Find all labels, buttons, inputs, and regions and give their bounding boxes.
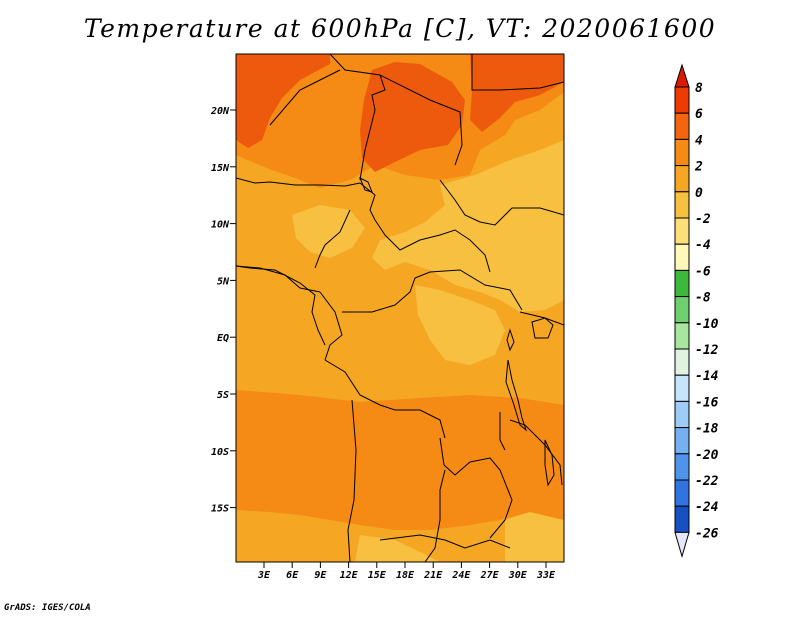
colorbar-segment: [674, 322, 690, 350]
lon-label: 21E: [423, 570, 443, 581]
map-title: Temperature at 600hPa [C], VT: 202006160…: [83, 14, 717, 43]
colorbar-top-arrow: [674, 63, 690, 88]
colorbar-segment: [674, 453, 690, 481]
lake-chad: [359, 176, 373, 193]
colorbar-label: -8: [695, 291, 711, 306]
border-line: [439, 437, 513, 539]
colorbar-segment: [674, 191, 690, 219]
colorbar-label: -26: [695, 526, 719, 541]
colorbar-label: -12: [695, 343, 719, 358]
colorbar-segment: [674, 86, 690, 114]
lon-label: 6E: [286, 570, 299, 581]
lon-label: 30E: [508, 570, 528, 581]
lat-label: 15S: [211, 504, 229, 515]
border-line: [379, 534, 511, 549]
colorbar-segment: [674, 217, 690, 245]
border-line: [424, 469, 446, 562]
colorbar-segment: [674, 296, 690, 324]
lat-label: 20N: [210, 106, 230, 117]
country-borders: [236, 54, 564, 562]
colorbar-label: -20: [695, 448, 719, 463]
field-hot-northeast: [470, 54, 564, 132]
field-cool-congo: [415, 285, 505, 365]
latitude-axis: 20N 15N 10N 5N EQ 5S 10S 15S: [210, 106, 236, 515]
colorbar-segment: [674, 505, 690, 533]
colorbar-label: -2: [695, 212, 711, 227]
lat-label: 10N: [211, 220, 230, 231]
colorbar-label: -4: [695, 238, 711, 253]
lake-tanganyika: [505, 359, 528, 432]
lake-malawi: [544, 439, 555, 487]
field-cool-south: [355, 535, 440, 562]
lon-label: 12E: [340, 570, 359, 581]
colorbar-label: -22: [695, 474, 719, 489]
colorbar-label: -16: [695, 395, 719, 410]
border-line: [471, 54, 564, 91]
border-line: [379, 74, 463, 166]
colorbar-label: 2: [694, 160, 703, 175]
colorbar-segment: [674, 427, 690, 455]
border-line: [329, 54, 386, 181]
border-line: [347, 399, 357, 562]
colorbar-label: -18: [695, 422, 719, 437]
lon-label: 9E: [314, 570, 327, 581]
field-warm-south: [236, 390, 564, 530]
colorbar-label: -14: [695, 369, 719, 384]
colorbar-label: 0: [695, 186, 703, 201]
lon-label: 15E: [368, 570, 387, 581]
colorbar-segment: [674, 165, 690, 193]
field-hot-northwest: [236, 54, 330, 148]
lon-label: 3E: [257, 570, 271, 581]
border-line: [324, 359, 446, 439]
coast-gulf-of-guinea: [236, 265, 326, 346]
colorbar-label: -24: [695, 500, 719, 515]
border-line: [342, 269, 523, 313]
border-line: [499, 412, 506, 451]
colorbar-label: 6: [695, 107, 703, 122]
lake-kivu: [506, 328, 515, 352]
colorbar-segment: [674, 138, 690, 167]
colorbar-segment: [674, 112, 690, 140]
colorbar-segment: [674, 348, 690, 376]
lat-label: 5S: [217, 390, 229, 401]
lon-label: 18E: [396, 570, 415, 581]
colorbar-bottom-arrow: [674, 531, 690, 559]
field-hot-north-center: [360, 62, 465, 172]
border-line: [269, 69, 341, 126]
lake-victoria: [531, 317, 554, 339]
field-cool-south-east: [505, 512, 564, 562]
lon-label: 24E: [451, 570, 471, 581]
border-line: [374, 219, 491, 273]
lon-label: 27E: [480, 570, 500, 581]
temperature-field: [236, 54, 564, 562]
colorbar-segment: [674, 479, 690, 507]
colorbar-label: -6: [695, 264, 711, 279]
colorbar-label: -10: [695, 317, 719, 332]
colorbar-label: 8: [695, 81, 703, 96]
border-line: [319, 291, 343, 361]
border-line: [439, 179, 564, 226]
field-cool-east: [372, 140, 564, 312]
colorbar-segment: [674, 243, 690, 271]
border-line: [236, 177, 376, 221]
credit-label: GrADS: IGES/COLA: [4, 603, 91, 613]
longitude-axis: 3E 6E 9E 12E 15E 18E 21E 24E 27E 30E 33E: [257, 562, 556, 581]
map-frame: [235, 53, 565, 563]
border-line: [314, 209, 351, 269]
colorbar-segment: [674, 400, 690, 429]
colorbar-label: 4: [695, 133, 703, 148]
lon-label: 33E: [536, 570, 556, 581]
lat-label: EQ: [217, 333, 229, 344]
colorbar-segment: [674, 374, 690, 402]
colorbar-segment: [674, 269, 690, 298]
lat-label: 15N: [211, 163, 230, 174]
colorbar: 8 6 4 2 0 -2 -4 -6 -8 -10 -12 -14 -16 -18 -20 -22 -24 -26: [674, 63, 719, 559]
lat-label: 10S: [211, 447, 229, 458]
lat-label: 5N: [217, 276, 230, 287]
